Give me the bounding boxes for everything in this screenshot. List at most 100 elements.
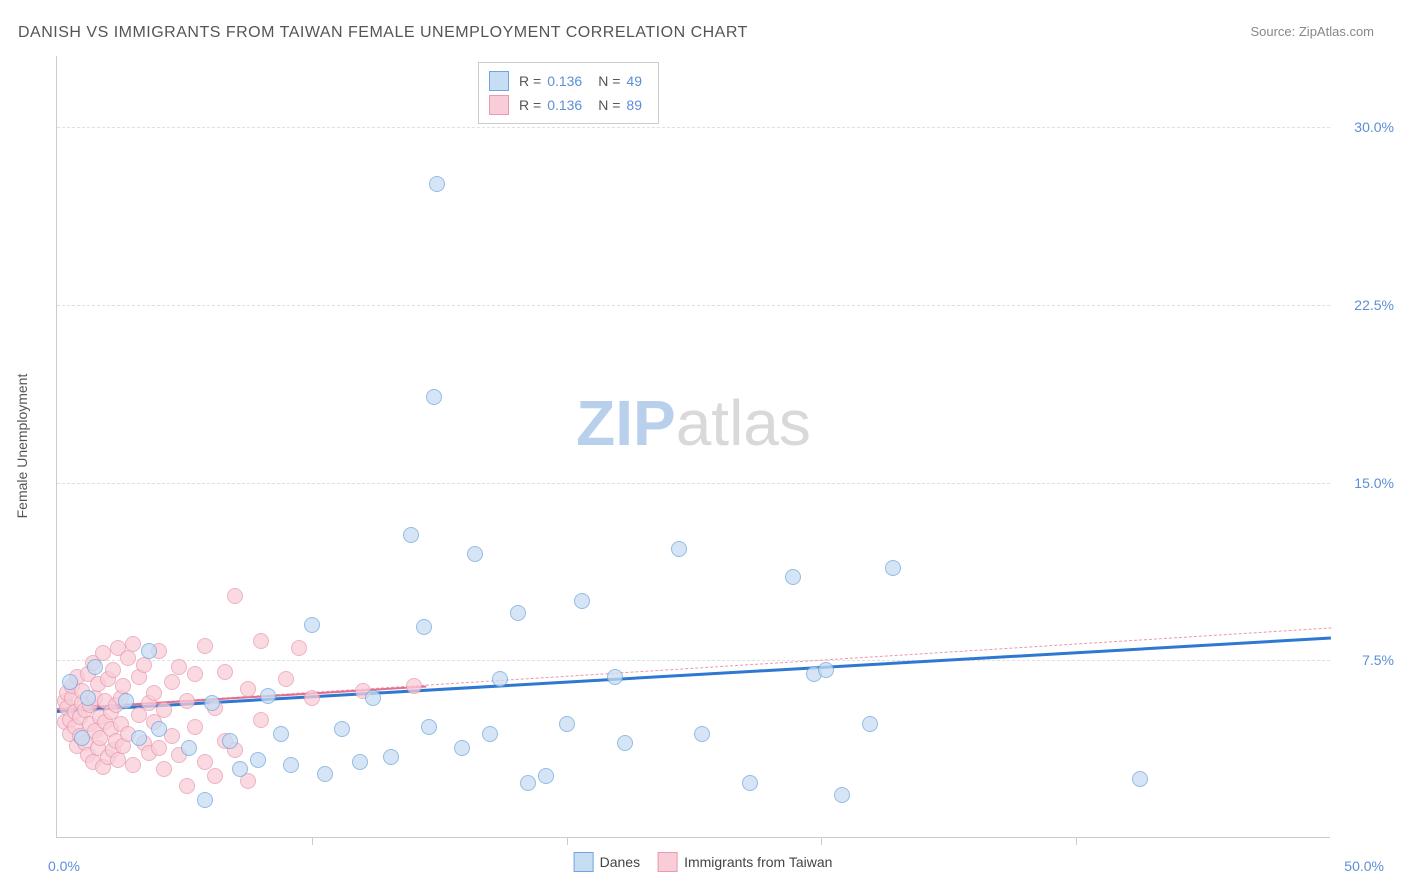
watermark-zip: ZIP	[576, 387, 676, 459]
legend-correlation-row: R =0.136N =49	[489, 69, 648, 93]
scatter-point-series1	[426, 389, 442, 405]
y-tick-label: 22.5%	[1338, 297, 1394, 313]
scatter-point-series1	[222, 733, 238, 749]
scatter-point-series2	[105, 662, 121, 678]
trend-line	[57, 637, 1331, 713]
scatter-point-series2	[187, 666, 203, 682]
scatter-point-series1	[510, 605, 526, 621]
plot-area: ZIPatlas 7.5%15.0%22.5%30.0%	[56, 56, 1330, 838]
gridline	[57, 127, 1330, 128]
scatter-point-series2	[110, 752, 126, 768]
scatter-point-series2	[146, 685, 162, 701]
scatter-point-series1	[365, 690, 381, 706]
scatter-point-series1	[492, 671, 508, 687]
scatter-point-series2	[278, 671, 294, 687]
scatter-point-series1	[131, 730, 147, 746]
legend-stat-value: 0.136	[547, 73, 582, 89]
scatter-point-series1	[559, 716, 575, 732]
x-tick	[567, 837, 568, 845]
scatter-point-series1	[151, 721, 167, 737]
scatter-point-series2	[179, 778, 195, 794]
scatter-point-series1	[482, 726, 498, 742]
scatter-point-series2	[197, 638, 213, 654]
scatter-point-series1	[607, 669, 623, 685]
scatter-point-series1	[87, 659, 103, 675]
legend-stat-label: N =	[598, 73, 620, 89]
legend-series: Danes Immigrants from Taiwan	[574, 852, 833, 872]
scatter-point-series2	[304, 690, 320, 706]
legend-stat-label: R =	[519, 97, 541, 113]
legend-stat-value: 89	[626, 97, 642, 113]
y-axis-label: Female Unemployment	[14, 374, 30, 519]
scatter-point-series2	[240, 681, 256, 697]
x-tick	[1076, 837, 1077, 845]
scatter-point-series2	[197, 754, 213, 770]
scatter-point-series1	[520, 775, 536, 791]
scatter-point-series2	[125, 757, 141, 773]
legend-series-label: Danes	[600, 854, 640, 870]
legend-swatch	[574, 852, 594, 872]
scatter-point-series2	[156, 761, 172, 777]
scatter-point-series1	[416, 619, 432, 635]
legend-stat-label: R =	[519, 73, 541, 89]
scatter-point-series2	[227, 588, 243, 604]
scatter-point-series1	[181, 740, 197, 756]
scatter-point-series2	[151, 740, 167, 756]
scatter-point-series1	[80, 690, 96, 706]
scatter-point-series1	[467, 546, 483, 562]
y-tick-label: 7.5%	[1338, 652, 1394, 668]
scatter-point-series1	[885, 560, 901, 576]
legend-series-item: Danes	[574, 852, 640, 872]
gridline	[57, 483, 1330, 484]
scatter-point-series1	[304, 617, 320, 633]
scatter-point-series1	[273, 726, 289, 742]
legend-stat-label: N =	[598, 97, 620, 113]
scatter-point-series1	[421, 719, 437, 735]
scatter-point-series1	[834, 787, 850, 803]
scatter-point-series1	[538, 768, 554, 784]
x-tick	[821, 837, 822, 845]
scatter-point-series2	[207, 768, 223, 784]
scatter-point-series2	[156, 702, 172, 718]
scatter-point-series1	[352, 754, 368, 770]
watermark: ZIPatlas	[576, 386, 811, 460]
scatter-point-series2	[217, 664, 233, 680]
chart-title: DANISH VS IMMIGRANTS FROM TAIWAN FEMALE …	[18, 24, 748, 42]
scatter-point-series2	[136, 657, 152, 673]
scatter-point-series2	[120, 650, 136, 666]
scatter-point-series1	[62, 674, 78, 690]
scatter-point-series1	[818, 662, 834, 678]
source-attribution: Source: ZipAtlas.com	[1250, 24, 1374, 39]
scatter-point-series2	[291, 640, 307, 656]
legend-stat-value: 0.136	[547, 97, 582, 113]
legend-swatch	[489, 95, 509, 115]
scatter-point-series1	[204, 695, 220, 711]
y-tick-label: 15.0%	[1338, 475, 1394, 491]
scatter-point-series1	[197, 792, 213, 808]
scatter-point-series1	[74, 730, 90, 746]
x-axis-min-label: 0.0%	[48, 858, 80, 874]
legend-swatch	[489, 71, 509, 91]
scatter-point-series1	[1132, 771, 1148, 787]
x-axis-max-label: 50.0%	[1344, 858, 1384, 874]
scatter-point-series2	[171, 659, 187, 675]
scatter-point-series2	[179, 693, 195, 709]
scatter-point-series1	[334, 721, 350, 737]
scatter-point-series1	[283, 757, 299, 773]
legend-swatch	[658, 852, 678, 872]
legend-series-label: Immigrants from Taiwan	[684, 854, 832, 870]
x-tick	[312, 837, 313, 845]
legend-correlation-box: R =0.136N =49R =0.136N =89	[478, 62, 659, 124]
scatter-point-series1	[232, 761, 248, 777]
scatter-point-series1	[671, 541, 687, 557]
scatter-point-series2	[187, 719, 203, 735]
scatter-point-series1	[862, 716, 878, 732]
scatter-point-series1	[250, 752, 266, 768]
scatter-point-series1	[317, 766, 333, 782]
scatter-point-series2	[253, 633, 269, 649]
scatter-point-series1	[454, 740, 470, 756]
y-tick-label: 30.0%	[1338, 119, 1394, 135]
scatter-point-series1	[617, 735, 633, 751]
scatter-point-series1	[118, 693, 134, 709]
gridline	[57, 305, 1330, 306]
